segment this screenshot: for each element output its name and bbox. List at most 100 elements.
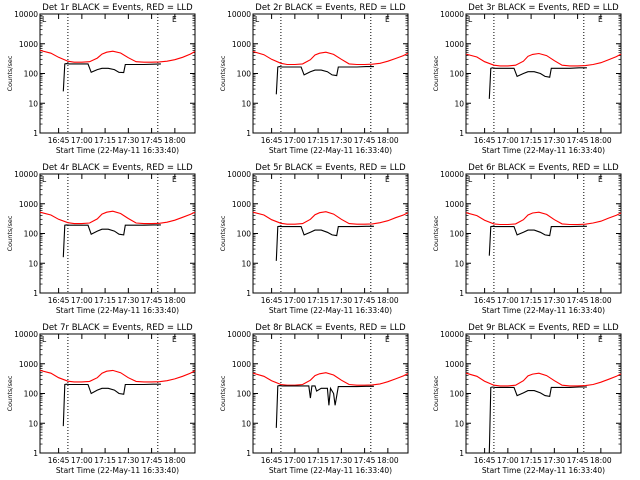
y-tick-label: 100 <box>450 230 465 239</box>
x-tick-label: 17:00 <box>284 136 306 145</box>
y-tick-label: 100 <box>450 390 465 399</box>
x-tick-label: 16:45 <box>474 456 496 465</box>
y-tick-label: 1000 <box>19 200 38 209</box>
x-tick-label: 17:00 <box>71 456 93 465</box>
y-tick-label: 1000 <box>232 360 251 369</box>
corner-mark-left: L <box>42 175 47 184</box>
x-tick-label: 17:00 <box>497 456 519 465</box>
x-axis-label: Start Time (22-May-11 16:33:40) <box>269 466 392 475</box>
y-axis-label: Counts/sec <box>6 215 14 251</box>
x-tick-label: 17:45 <box>141 296 163 305</box>
detector-panel: Det 5r BLACK = Events, RED = LLD L E 1 10 100… <box>219 163 409 315</box>
plot-title: Det 7r BLACK = Events, RED = LLD <box>42 323 193 333</box>
y-axis-label: Counts/sec <box>219 375 227 411</box>
x-tick-label: 17:45 <box>567 136 589 145</box>
y-axis-label: Counts/sec <box>432 55 440 91</box>
y-axis-label: Counts/sec <box>432 375 440 411</box>
lld-rate-line <box>39 210 196 225</box>
x-tick-label: 17:15 <box>94 136 116 145</box>
y-tick-label: 1000 <box>445 200 464 209</box>
y-tick-label: 1 <box>246 449 251 458</box>
corner-mark-left: L <box>255 175 260 184</box>
lld-rate-line <box>252 372 409 386</box>
y-axis-label: Counts/sec <box>432 215 440 251</box>
x-axis-label: Start Time (22-May-11 16:33:40) <box>56 146 179 155</box>
plot-title: Det 5r BLACK = Events, RED = LLD <box>255 163 406 173</box>
plot-frame <box>39 333 196 454</box>
x-axis-label: Start Time (22-May-11 16:33:40) <box>269 306 392 315</box>
y-tick-label: 10000 <box>227 10 251 19</box>
x-tick-label: 17:30 <box>118 456 140 465</box>
x-tick-label: 17:45 <box>567 456 589 465</box>
x-tick-label: 17:00 <box>284 296 306 305</box>
detector-panel: Det 3r BLACK = Events, RED = LLD L E 1 10 100… <box>432 3 622 155</box>
x-tick-label: 16:45 <box>261 296 283 305</box>
corner-mark-right: E <box>172 175 177 184</box>
plot-title: Det 3r BLACK = Events, RED = LLD <box>468 3 619 13</box>
x-tick-label: 17:45 <box>567 296 589 305</box>
y-tick-label: 100 <box>237 390 252 399</box>
x-tick-label: 18:00 <box>377 296 399 305</box>
x-tick-label: 17:15 <box>307 296 329 305</box>
y-axis-label: Counts/sec <box>219 215 227 251</box>
detector-panel: Det 7r BLACK = Events, RED = LLD L E 1 10 100… <box>6 323 196 475</box>
x-tick-label: 16:45 <box>48 136 70 145</box>
x-tick-label: 17:00 <box>497 296 519 305</box>
lld-rate-line <box>252 50 409 66</box>
lld-rate-line <box>39 49 196 63</box>
x-axis-label: Start Time (22-May-11 16:33:40) <box>482 146 605 155</box>
corner-mark-right: E <box>385 15 390 24</box>
y-tick-label: 10 <box>28 419 38 428</box>
x-tick-label: 18:00 <box>164 136 186 145</box>
events-rate-line <box>275 225 374 261</box>
detector-panel: Det 4r BLACK = Events, RED = LLD L E 1 10 100… <box>6 163 196 315</box>
plot-title: Det 9r BLACK = Events, RED = LLD <box>468 323 619 333</box>
y-tick-label: 10 <box>241 419 251 428</box>
plot-title: Det 1r BLACK = Events, RED = LLD <box>42 3 193 13</box>
lld-rate-line <box>252 211 409 225</box>
y-tick-label: 10000 <box>440 170 464 179</box>
x-axis-label: Start Time (22-May-11 16:33:40) <box>482 466 605 475</box>
plot-title: Det 6r BLACK = Events, RED = LLD <box>468 163 619 173</box>
detector-panel: Det 2r BLACK = Events, RED = LLD L E 1 10 100… <box>219 3 409 155</box>
lld-rate-line <box>465 211 622 226</box>
corner-mark-left: L <box>255 335 260 344</box>
y-tick-label: 10 <box>241 99 251 108</box>
y-tick-label: 1000 <box>19 360 38 369</box>
y-tick-label: 1 <box>459 289 464 298</box>
x-tick-label: 18:00 <box>164 296 186 305</box>
x-tick-label: 17:30 <box>118 136 140 145</box>
x-tick-label: 17:30 <box>544 296 566 305</box>
x-tick-label: 17:15 <box>94 296 116 305</box>
x-tick-label: 17:15 <box>307 136 329 145</box>
corner-mark-left: L <box>255 15 260 24</box>
events-rate-line <box>62 63 161 92</box>
lld-rate-line <box>465 372 622 387</box>
events-rate-line <box>62 224 161 258</box>
y-tick-label: 10000 <box>227 330 251 339</box>
events-rate-line <box>488 386 587 454</box>
x-tick-label: 18:00 <box>164 456 186 465</box>
corner-mark-left: L <box>468 335 473 344</box>
y-tick-label: 10 <box>28 259 38 268</box>
y-tick-label: 10000 <box>440 330 464 339</box>
corner-mark-right: E <box>385 175 390 184</box>
x-tick-label: 17:00 <box>284 456 306 465</box>
x-axis-label: Start Time (22-May-11 16:33:40) <box>269 146 392 155</box>
x-tick-label: 17:45 <box>141 456 163 465</box>
detector-panel: Det 6r BLACK = Events, RED = LLD L E 1 10 100… <box>432 163 622 315</box>
x-tick-label: 18:00 <box>377 456 399 465</box>
y-tick-label: 1000 <box>19 40 38 49</box>
plot-title: Det 8r BLACK = Events, RED = LLD <box>255 323 406 333</box>
x-tick-label: 17:00 <box>71 296 93 305</box>
x-tick-label: 17:30 <box>331 136 353 145</box>
x-tick-label: 16:45 <box>474 136 496 145</box>
events-rate-line <box>275 66 374 95</box>
x-tick-label: 17:30 <box>331 296 353 305</box>
plot-title: Det 2r BLACK = Events, RED = LLD <box>255 3 406 13</box>
plot-frame <box>39 13 196 134</box>
x-tick-label: 17:45 <box>354 456 376 465</box>
y-tick-label: 1 <box>459 449 464 458</box>
corner-mark-right: E <box>172 335 177 344</box>
x-tick-label: 18:00 <box>590 136 612 145</box>
